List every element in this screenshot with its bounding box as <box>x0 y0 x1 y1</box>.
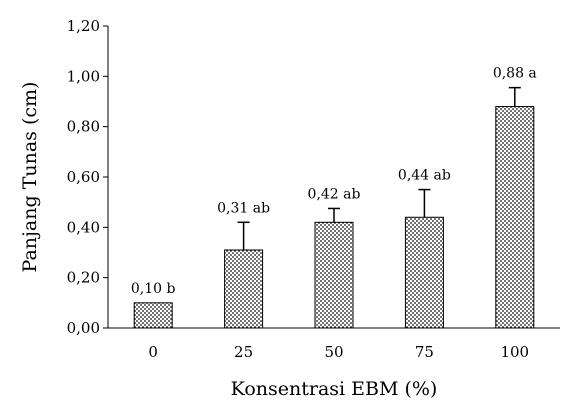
x-tick-label: 50 <box>324 343 343 361</box>
x-tick-label: 75 <box>415 343 434 361</box>
data-label-50: 0,42 ab <box>308 186 361 202</box>
bar-0 <box>133 302 173 329</box>
y-tick-label: 1,00 <box>67 67 100 85</box>
y-tick-label: 1,20 <box>67 17 100 35</box>
data-label-0: 0,10 b <box>131 281 176 297</box>
y-tick-label: 0,00 <box>67 319 100 337</box>
y-axis-ticks: 0,00 0,20 0,40 0,60 0,80 1,00 1,20 <box>67 17 108 337</box>
data-labels: 0,10 b 0,31 ab 0,42 ab 0,44 ab 0,88 a <box>131 66 537 297</box>
data-label-25: 0,31 ab <box>217 200 270 216</box>
y-tick-label: 0,80 <box>67 118 100 136</box>
bar-50 <box>314 221 354 329</box>
x-tick-label: 100 <box>500 343 529 361</box>
data-label-100: 0,88 a <box>493 66 537 82</box>
data-label-75: 0,44 ab <box>398 168 451 184</box>
bars <box>133 106 535 329</box>
y-tick-label: 0,60 <box>67 168 100 186</box>
y-tick-label: 0,20 <box>67 269 100 287</box>
bar-100 <box>495 106 535 329</box>
x-tick-label: 0 <box>148 343 158 361</box>
y-axis-title: Panjang Tunas (cm) <box>19 82 41 273</box>
x-axis-ticks: 0 25 50 75 100 <box>148 343 529 361</box>
bar-75 <box>404 216 444 329</box>
x-axis-title: Konsentrasi EBM (%) <box>231 378 438 400</box>
error-bars <box>237 86 521 250</box>
bar-25 <box>224 249 264 329</box>
y-tick-label: 0,40 <box>67 218 100 236</box>
x-tick-label: 25 <box>234 343 253 361</box>
